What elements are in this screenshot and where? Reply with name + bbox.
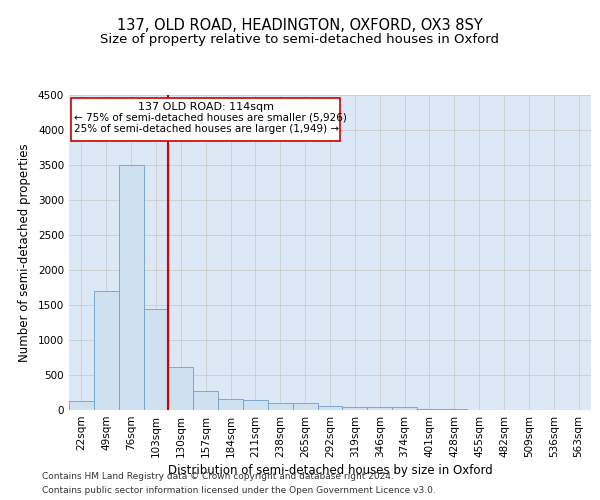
Bar — [143, 308, 169, 410]
Bar — [218, 399, 243, 410]
Bar — [169, 366, 193, 410]
Text: ← 75% of semi-detached houses are smaller (5,926): ← 75% of semi-detached houses are smalle… — [74, 112, 347, 122]
Bar — [94, 291, 119, 410]
Text: 137, OLD ROAD, HEADINGTON, OXFORD, OX3 8SY: 137, OLD ROAD, HEADINGTON, OXFORD, OX3 8… — [117, 18, 483, 32]
Bar — [343, 406, 367, 410]
Bar — [367, 407, 392, 410]
Bar — [268, 404, 293, 410]
Bar — [317, 406, 343, 410]
Bar — [69, 401, 94, 410]
X-axis label: Distribution of semi-detached houses by size in Oxford: Distribution of semi-detached houses by … — [167, 464, 493, 477]
Bar — [71, 98, 340, 141]
Bar — [243, 400, 268, 410]
Text: 137 OLD ROAD: 114sqm: 137 OLD ROAD: 114sqm — [138, 102, 274, 112]
Bar — [392, 407, 417, 410]
Text: 25% of semi-detached houses are larger (1,949) →: 25% of semi-detached houses are larger (… — [74, 124, 339, 134]
Bar — [119, 165, 143, 410]
Bar — [293, 404, 317, 410]
Bar — [417, 409, 442, 410]
Bar — [193, 391, 218, 410]
Text: Contains HM Land Registry data © Crown copyright and database right 2024.: Contains HM Land Registry data © Crown c… — [42, 472, 394, 481]
Y-axis label: Number of semi-detached properties: Number of semi-detached properties — [18, 143, 31, 362]
Text: Contains public sector information licensed under the Open Government Licence v3: Contains public sector information licen… — [42, 486, 436, 495]
Text: Size of property relative to semi-detached houses in Oxford: Size of property relative to semi-detach… — [101, 32, 499, 46]
